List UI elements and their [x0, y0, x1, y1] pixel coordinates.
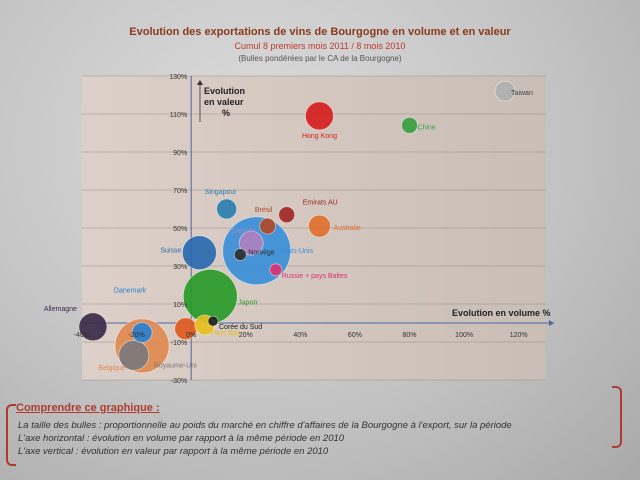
bubble — [216, 198, 238, 220]
x-axis-arrow — [549, 320, 554, 326]
bubble-chart: Etats-Unis Japon Belgique Suisse Royaume-Uni… — [44, 74, 554, 385]
chart-note: (Bulles pondérées par le CA de la Bourgo… — [238, 54, 402, 63]
y-tick-label: 110% — [170, 112, 187, 119]
bubble — [308, 214, 331, 238]
bubble-label: Etats-Unis — [281, 248, 314, 255]
legend-bracket-right — [612, 386, 622, 448]
bubble — [278, 206, 296, 224]
bubble-label: Royaume-Uni — [154, 362, 197, 369]
bubble-label: Chine — [418, 124, 436, 131]
legend-line-x-axis: L'axe horizontal : évolution en volume p… — [18, 433, 345, 444]
x-tick-label: -40% — [74, 332, 90, 339]
legend-heading: Comprendre ce graphique : — [16, 402, 160, 414]
bubble — [401, 117, 418, 134]
legend-bracket-left — [6, 404, 16, 466]
y-axis-label: Evolution en valeur% — [204, 86, 245, 118]
bubble — [131, 322, 153, 343]
bubble-label: Emirats AU — [303, 200, 338, 207]
y-tick-label: 70% — [173, 188, 187, 195]
bubble — [181, 235, 217, 271]
bubble-label: Japon — [238, 299, 257, 306]
x-tick-label: 100% — [455, 332, 473, 339]
bubble-label: Singapour — [205, 189, 238, 196]
legend-line-bubble-size: La taille des bulles : proportionnelle a… — [18, 420, 512, 431]
bubble-label: Russie + pays Baltes — [282, 273, 348, 280]
bubble — [259, 217, 277, 235]
x-axis-label: Evolution en volume % — [452, 308, 551, 318]
y-tick-label: -30% — [171, 378, 187, 385]
bubble — [207, 315, 219, 327]
y-label-arrow-head — [197, 80, 203, 85]
bubble-label: Hong Kong — [302, 133, 337, 140]
y-tick-label: 10% — [173, 302, 187, 309]
bubble-label: Corée du Sud — [219, 324, 262, 331]
y-tick-label: 50% — [173, 226, 187, 233]
chart-title: Evolution des exportations de vins de Bo… — [129, 26, 511, 38]
bubble — [238, 230, 264, 256]
x-tick-label: 40% — [293, 332, 307, 339]
legend-line-y-axis: L'axe vertical : évolution en valeur par… — [18, 446, 329, 457]
bubble — [182, 268, 238, 324]
bubble — [78, 312, 108, 342]
bubble — [269, 263, 283, 277]
bubble-label: Taiwan — [511, 90, 533, 97]
x-tick-label: 20% — [239, 332, 253, 339]
x-tick-label: 120% — [510, 332, 528, 339]
bubble-label: Brésil — [255, 207, 273, 214]
x-tick-label: 0% — [186, 332, 196, 339]
bubble — [118, 339, 150, 371]
x-tick-label: -20% — [128, 332, 144, 339]
bubble — [305, 101, 334, 131]
bubble-label: Australie — [333, 225, 360, 232]
y-tick-label: 130% — [169, 74, 187, 81]
bubble-label: Pays Bas — [211, 330, 241, 337]
bubble-label: Suisse — [160, 248, 181, 255]
chart-subtitle: Cumul 8 premiers mois 2011 / 8 mois 2010 — [234, 41, 406, 51]
bubble-label: Canada — [231, 228, 256, 235]
y-tick-label: 90% — [173, 150, 187, 157]
bubble — [494, 80, 516, 102]
bubble — [233, 248, 247, 262]
bubble-label: Allemagne — [44, 306, 77, 313]
bubble-label: Norvège — [248, 250, 275, 257]
bubble-label: Danemark — [114, 288, 147, 295]
y-tick-label: -10% — [171, 340, 187, 347]
x-tick-label: 80% — [403, 332, 417, 339]
y-tick-label: 30% — [173, 264, 187, 271]
bubble-label: Belgique — [98, 365, 125, 372]
x-tick-label: 60% — [348, 332, 362, 339]
